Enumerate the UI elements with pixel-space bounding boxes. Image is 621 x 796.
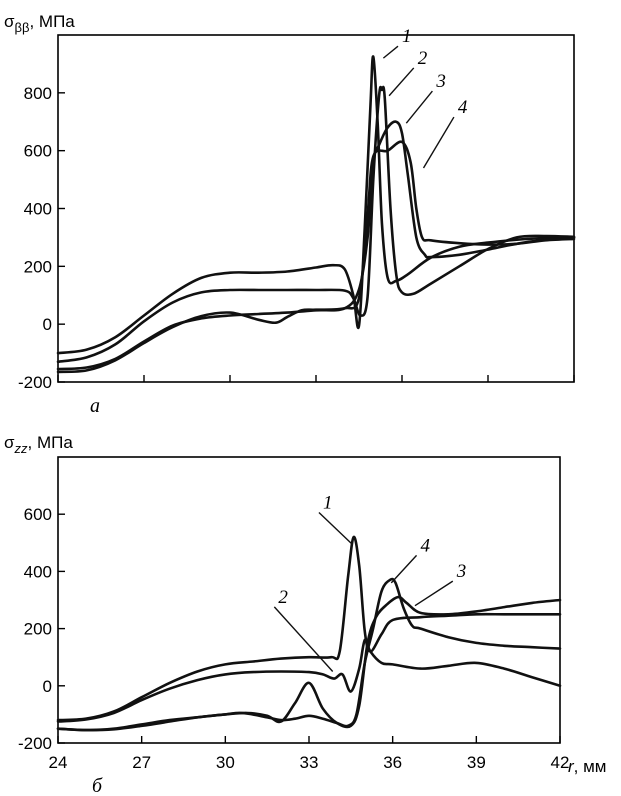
y-tick-label: 800 bbox=[24, 84, 52, 103]
panel-a-ylabel: σββ, МПа bbox=[4, 12, 75, 35]
panel-a-series-2-leader bbox=[388, 67, 415, 97]
panel-b-series-4-line bbox=[56, 577, 562, 732]
x-tick-label: 33 bbox=[300, 753, 319, 772]
panel-b-x-axis: 24 27 30 33 36 39 42 bbox=[49, 736, 570, 772]
panel-b-series-1-leader bbox=[318, 511, 353, 545]
panel-a-letter: а bbox=[90, 395, 100, 417]
x-tick-label: 39 bbox=[467, 753, 486, 772]
y-tick-label: 200 bbox=[24, 257, 52, 276]
panel-b-xlabel: r, мм bbox=[568, 757, 607, 776]
y-tick-label: 200 bbox=[24, 620, 52, 639]
panel-b-series-2-label: 2 bbox=[278, 587, 288, 608]
panel-a-series-2-label: 2 bbox=[418, 48, 428, 69]
x-tick-label: 24 bbox=[49, 753, 68, 772]
y-tick-label: -200 bbox=[18, 373, 52, 392]
panel-a-series-4-line bbox=[56, 140, 576, 374]
x-tick-label: 42 bbox=[551, 753, 570, 772]
panel-b-series-2-line bbox=[56, 638, 562, 723]
y-tick-label: 0 bbox=[43, 677, 52, 696]
panel-a-series-1-label: 1 bbox=[402, 26, 412, 47]
panel-b-series-3-leader bbox=[414, 580, 454, 607]
panel-b-series-2-leader bbox=[273, 606, 334, 672]
x-tick-label: 27 bbox=[132, 753, 151, 772]
y-tick-label: 400 bbox=[24, 562, 52, 581]
panel-b-ylabel: σzz, МПа bbox=[4, 433, 73, 456]
x-tick-label: 30 bbox=[216, 753, 235, 772]
y-tick-label: 600 bbox=[24, 142, 52, 161]
y-tick-label: 400 bbox=[24, 200, 52, 219]
panel-b-series-1-line bbox=[56, 535, 562, 722]
y-tick-label: 0 bbox=[43, 315, 52, 334]
panel-b-series-3-label: 3 bbox=[456, 561, 467, 582]
panel-a-y-axis: -200 0 200 400 600 800 bbox=[18, 84, 65, 392]
panel-b-series-4-label: 4 bbox=[421, 535, 431, 556]
panel-a-series-1-leader bbox=[382, 45, 399, 59]
panel-b-letter: б bbox=[92, 775, 103, 796]
panel-b-plot-frame bbox=[57, 456, 561, 744]
panel-a-series-4-leader bbox=[422, 116, 455, 169]
panel-a-series-2-line bbox=[56, 85, 576, 364]
x-tick-label: 36 bbox=[383, 753, 402, 772]
y-tick-label: 600 bbox=[24, 505, 52, 524]
panel-a-series-3-leader bbox=[405, 90, 433, 124]
panel-b-y-axis: -200 0 200 400 600 bbox=[18, 505, 65, 753]
panel-b-series-1-label: 1 bbox=[323, 492, 333, 513]
panel-a-series-3-label: 3 bbox=[435, 71, 446, 92]
y-tick-label: -200 bbox=[18, 734, 52, 753]
panel-b-series-4-leader bbox=[390, 554, 418, 584]
panel-a-series-4-label: 4 bbox=[458, 97, 468, 118]
